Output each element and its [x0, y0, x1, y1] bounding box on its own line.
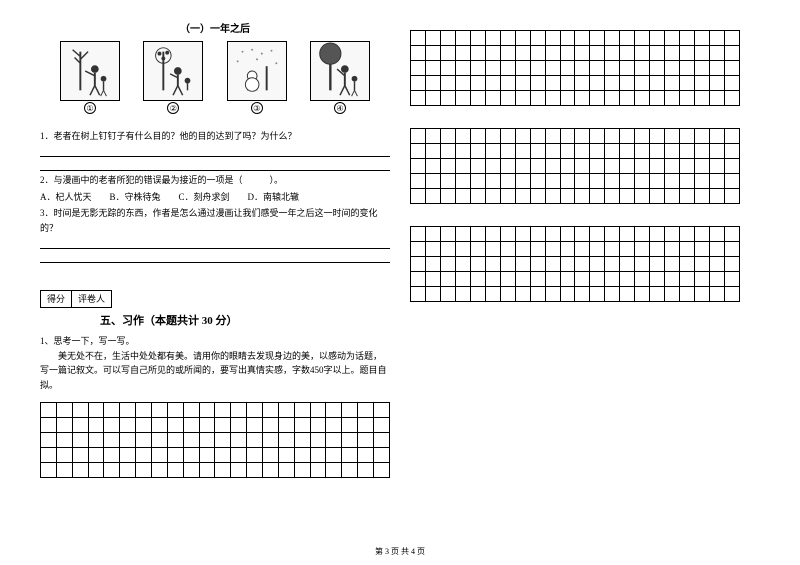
q3-text: 3．时间是无影无踪的东西，作者是怎么通过漫画让我们感受一年之后这一时间的变化的？: [40, 206, 390, 235]
score-label: 得分: [40, 290, 71, 308]
writing-grid-r3[interactable]: [410, 226, 740, 302]
grader-label: 评卷人: [71, 290, 112, 308]
comic-panels: ① ②: [40, 41, 390, 101]
page-container: （一）一年之后 ①: [0, 0, 800, 565]
comic-panel-4: ④: [310, 41, 370, 101]
panel-num-3: ③: [251, 102, 263, 114]
writing-grid-r2[interactable]: [410, 128, 740, 204]
left-column: （一）一年之后 ①: [40, 20, 390, 545]
writing-grid-left[interactable]: [40, 402, 390, 478]
q1-text: 1．老者在树上钉钉子有什么目的？他的目的达到了吗？为什么？: [40, 129, 390, 143]
reading-title: （一）一年之后: [40, 20, 390, 35]
essay-prompt: 美无处不在，生活中处处都有美。请用你的眼睛去发现身边的美，以感动为话题，写一篇记…: [40, 349, 390, 392]
right-column: [410, 20, 740, 545]
writing-grid-r1[interactable]: [410, 30, 740, 106]
answer-line[interactable]: [40, 159, 390, 171]
answer-line[interactable]: [40, 251, 390, 263]
comic-panel-2: ②: [143, 41, 203, 101]
answer-line[interactable]: [40, 237, 390, 249]
score-box: 得分 评卷人: [40, 290, 390, 308]
q2-text: 2．与漫画中的老者所犯的错误最为接近的一项是（ ）。: [40, 173, 390, 187]
questions: 1．老者在树上钉钉子有什么目的？他的目的达到了吗？为什么？ 2．与漫画中的老者所…: [40, 129, 390, 265]
essay-lead: 1、思考一下，写一写。: [40, 334, 390, 347]
comic-panel-1: ①: [60, 41, 120, 101]
answer-line[interactable]: [40, 145, 390, 157]
panel-num-1: ①: [84, 102, 96, 114]
panel-num-4: ④: [334, 102, 346, 114]
section5-title: 五、习作（本题共计 30 分）: [100, 312, 390, 328]
comic-panel-3: ③: [227, 41, 287, 101]
page-footer: 第 3 页 共 4 页: [375, 546, 425, 557]
panel-num-2: ②: [167, 102, 179, 114]
q2-options: A．杞人忧天 B．守株待兔 C．刻舟求剑 D．南辕北辙: [40, 190, 390, 204]
